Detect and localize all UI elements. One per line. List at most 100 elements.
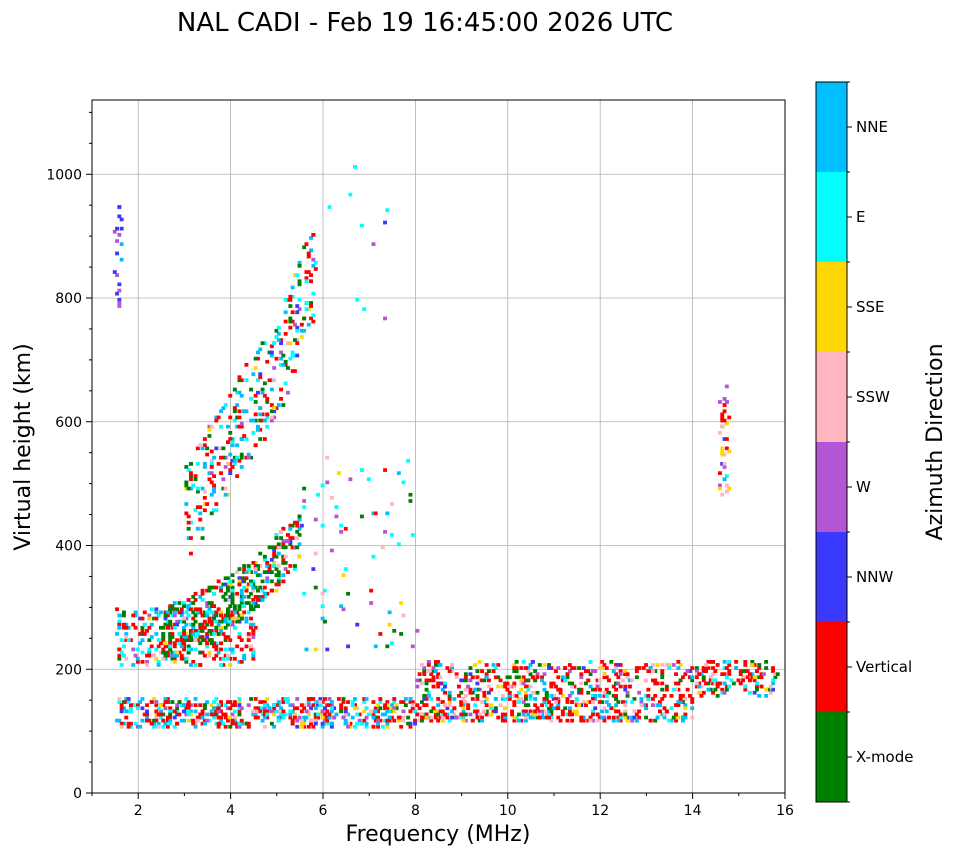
echo-point [577,687,581,692]
echo-point [198,607,203,612]
echo-point [350,703,355,707]
echo-point [189,718,193,723]
y-tick-label: 200 [55,662,82,678]
echo-point [711,690,715,695]
echo-point [512,718,517,723]
echo-point [189,647,193,652]
echo-point [209,638,214,642]
y-tick-label: 1000 [46,167,82,183]
echo-point [205,712,210,717]
echo-point [251,431,256,435]
echo-point [258,585,263,590]
echo-point [228,468,233,472]
echo-point [417,672,422,676]
echo-point [172,644,177,649]
echo-point [290,721,295,726]
echo-point [373,709,378,714]
echo-point [209,622,214,627]
echo-point [209,619,214,624]
echo-point [184,465,189,469]
echo-point [170,650,175,655]
echo-point [396,542,401,547]
echo-point [237,721,242,726]
echo-point [193,477,198,482]
echo-point [646,694,651,698]
echo-point [237,415,242,420]
echo-point [329,706,334,711]
echo-point [239,393,244,398]
echo-point [168,622,173,627]
echo-point [295,341,300,345]
echo-point [591,700,595,704]
echo-point [750,675,755,680]
echo-point [688,694,692,698]
echo-point [140,625,145,630]
echo-point [588,715,593,720]
echo-point [537,709,542,714]
echo-point [408,697,413,701]
echo-point [202,462,207,466]
echo-point [281,554,286,559]
echo-point [207,712,212,717]
echo-point [115,251,119,256]
echo-point [447,700,452,704]
echo-point [260,390,265,395]
echo-point [743,684,748,689]
echo-point [253,356,258,361]
echo-point [209,604,214,608]
echo-point [302,724,307,729]
echo-point [304,307,309,311]
echo-point [253,709,258,714]
echo-point [237,709,242,714]
echo-point [293,715,297,720]
echo-point [542,663,547,667]
echo-point [249,591,253,596]
echo-point [214,721,219,726]
echo-point [724,474,729,478]
echo-point [147,613,152,618]
echo-point [195,632,200,636]
echo-point [159,709,163,714]
echo-point [514,675,519,680]
echo-point [189,632,193,636]
echo-point [274,554,279,559]
echo-point [297,307,302,311]
echo-point [251,650,256,655]
echo-point [242,579,247,584]
echo-point [232,700,237,704]
echo-point [279,712,283,717]
echo-point [602,694,607,698]
echo-point [369,601,374,605]
echo-point [461,678,466,683]
echo-point [475,712,480,717]
echo-point [221,663,226,667]
echo-point [715,684,720,689]
echo-point [704,669,708,673]
echo-point [343,709,348,714]
echo-point [175,650,180,655]
echo-point [524,709,528,714]
echo-point [239,455,244,460]
echo-point [256,595,260,599]
echo-point [309,721,313,726]
echo-point [154,700,159,704]
echo-point [195,505,200,509]
echo-point [184,660,189,664]
echo-point [327,205,332,209]
echo-point [251,579,256,584]
echo-point [163,641,168,646]
echo-point [165,610,170,615]
echo-point [297,298,302,302]
echo-point [239,647,244,652]
echo-point [142,632,147,636]
echo-point [249,582,253,587]
echo-point [223,638,228,642]
echo-point [223,619,228,624]
echo-point [251,653,256,658]
echo-point [191,616,196,621]
echo-point [426,663,431,667]
echo-point [415,678,420,683]
echo-point [207,601,212,605]
echo-point [297,264,302,268]
echo-point [202,613,207,618]
